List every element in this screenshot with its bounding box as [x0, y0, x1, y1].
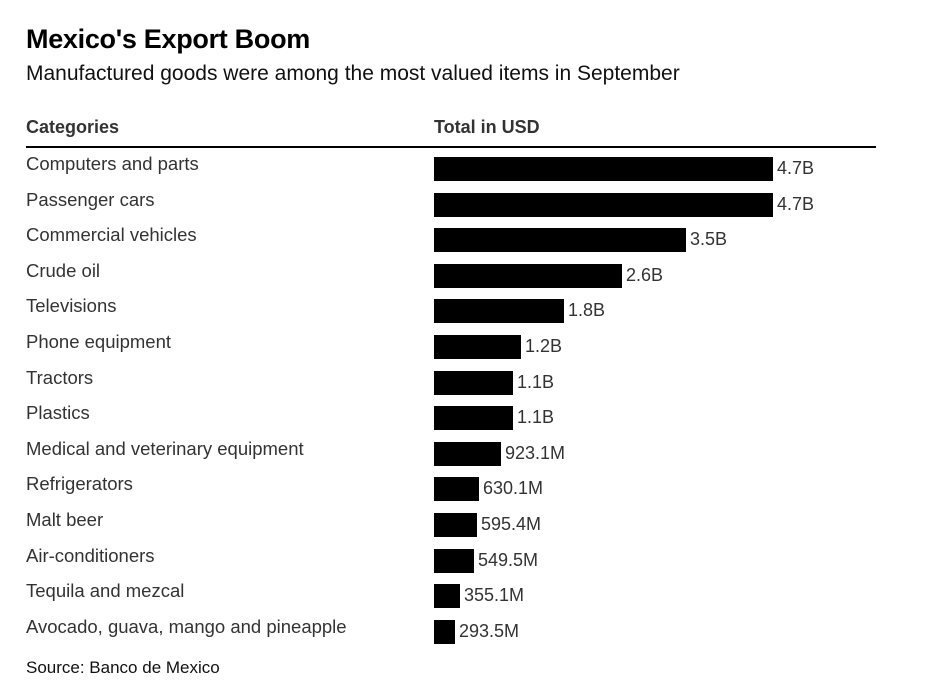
chart-subtitle: Manufactured goods were among the most v… — [26, 62, 680, 85]
value-label: 595.4M — [481, 514, 542, 534]
bar — [434, 406, 513, 431]
bar — [434, 263, 622, 288]
bar — [434, 228, 686, 253]
bar — [434, 513, 477, 537]
table-row: Tequila and mezcal 355.1M — [0, 575, 939, 611]
table-row: Crude oil 2.6B — [0, 255, 939, 291]
table-row: Medical and veterinary equipment 923.1M — [0, 433, 939, 469]
value-label: 3.5B — [690, 229, 728, 250]
category-label: Crude oil — [26, 259, 101, 281]
value-label: 4.7B — [777, 193, 815, 214]
source-note: Source: Banco de Mexico — [26, 658, 220, 677]
table-row: Passenger cars 4.7B — [0, 184, 939, 220]
value-label: 2.6B — [626, 264, 664, 285]
table-row: Commercial vehicles 3.5B — [0, 219, 939, 255]
categories-column-header: Categories — [26, 117, 120, 137]
chart-title: Mexico's Export Boom — [26, 24, 310, 54]
value-label: 1.1B — [517, 371, 555, 392]
bar — [434, 335, 521, 359]
table-row: Refrigerators 630.1M — [0, 468, 939, 504]
category-label: Phone equipment — [26, 331, 172, 352]
value-label: 923.1M — [505, 442, 566, 463]
category-label: Commercial vehicles — [26, 224, 197, 246]
value-label: 293.5M — [459, 620, 520, 641]
bar — [434, 299, 564, 324]
bar — [434, 477, 479, 502]
category-label: Refrigerators — [26, 473, 133, 495]
value-label: 1.1B — [517, 407, 555, 428]
table-row: Computers and parts 4.7B — [0, 148, 939, 184]
category-label: Tractors — [26, 366, 94, 388]
category-label: Televisions — [26, 295, 117, 317]
value-label: 4.7B — [777, 158, 815, 178]
total-column-header: Total in USD — [434, 117, 540, 137]
category-label: Plastics — [26, 402, 90, 424]
category-label: Medical and veterinary equipment — [26, 437, 304, 459]
table-row: Tractors 1.1B — [0, 362, 939, 398]
category-label: Tequila and mezcal — [26, 580, 185, 602]
table-row: Avocado, guava, mango and pineapple 293.5… — [0, 611, 939, 647]
bar — [434, 370, 513, 395]
value-label: 1.2B — [525, 336, 563, 356]
value-label: 355.1M — [464, 585, 525, 606]
table-row: Air-conditioners 549.5M — [0, 540, 939, 576]
table-row: Malt beer 595.4M — [0, 504, 939, 540]
table-row: Televisions 1.8B — [0, 290, 939, 326]
bar — [434, 441, 501, 466]
table-row: Phone equipment 1.2B — [0, 326, 939, 362]
value-label: 549.5M — [478, 549, 539, 570]
category-label: Air-conditioners — [26, 544, 155, 566]
bar — [434, 192, 773, 217]
bar — [434, 157, 773, 181]
value-label: 630.1M — [483, 478, 544, 499]
category-label: Passenger cars — [26, 188, 155, 210]
bar — [434, 548, 474, 573]
bar — [434, 584, 460, 609]
value-label: 1.8B — [568, 300, 606, 321]
category-label: Avocado, guava, mango and pineapple — [26, 615, 347, 637]
category-label: Malt beer — [26, 509, 104, 530]
category-label: Computers and parts — [26, 153, 199, 174]
header-divider — [26, 146, 876, 148]
bar — [434, 619, 455, 644]
table-row: Plastics 1.1B — [0, 397, 939, 433]
